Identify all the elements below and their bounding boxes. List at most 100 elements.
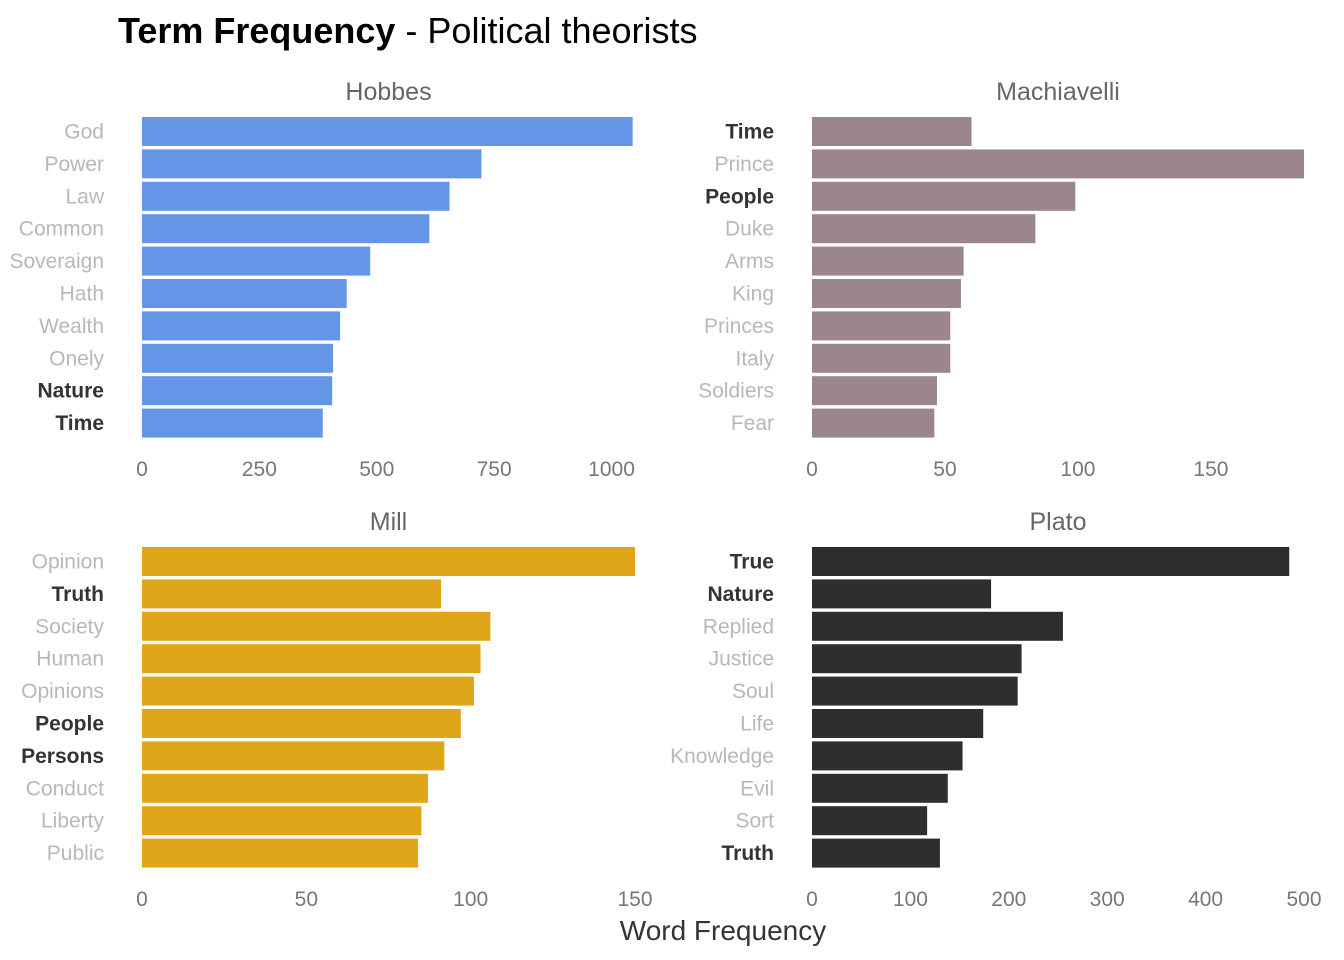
bar-opinion — [142, 547, 635, 576]
category-label-truth: Truth — [722, 842, 775, 865]
bar-life — [812, 709, 984, 738]
tick-label-200: 200 — [991, 888, 1026, 911]
tick-label-500: 500 — [359, 458, 394, 481]
bar-true — [812, 547, 1290, 576]
category-label-italy: Italy — [735, 347, 774, 370]
tick-label-100: 100 — [1060, 458, 1095, 481]
category-label-time: Time — [55, 412, 104, 435]
panel-mill: Mill Opinion Truth Society Human Opinions Peop… — [21, 508, 652, 911]
category-label-liberty: Liberty — [41, 810, 105, 833]
bar-evil — [812, 773, 948, 803]
panel-title: Hobbes — [345, 78, 431, 106]
chart-title-bold: Term Frequency — [118, 10, 395, 51]
tick-label-500: 500 — [1286, 888, 1321, 911]
category-label-hath: Hath — [60, 283, 104, 306]
bar-time — [142, 408, 323, 438]
bar-arms — [812, 246, 964, 276]
bar-fear — [812, 408, 935, 438]
panels: Hobbes God Power Law Common Soveraign Hath Weal… — [9, 78, 1321, 911]
chart-title: Term Frequency - Political theorists — [118, 10, 698, 51]
category-label-princes: Princes — [704, 315, 774, 338]
bar-wealth — [142, 311, 341, 341]
bar-people — [142, 709, 461, 738]
panel-plato: Plato True Nature Replied Justice Soul Life Kno… — [670, 508, 1321, 911]
tick-label-100: 100 — [453, 888, 488, 911]
bar-truth — [812, 838, 940, 868]
category-label-persons: Persons — [21, 745, 104, 768]
category-label-justice: Justice — [709, 648, 774, 671]
bar-sort — [812, 806, 928, 836]
bar-truth — [142, 579, 442, 609]
category-label-onely: Onely — [49, 347, 104, 370]
panel-title: Mill — [370, 508, 408, 536]
bar-italy — [812, 343, 951, 373]
tick-label-1000: 1000 — [588, 458, 635, 481]
x-axis-label: Word Frequency — [620, 915, 826, 946]
category-label-nature: Nature — [707, 583, 774, 606]
chart-title-rest: - Political theorists — [395, 10, 697, 51]
bar-public — [142, 838, 419, 868]
category-label-sort: Sort — [735, 810, 774, 833]
category-label-people: People — [705, 185, 774, 208]
tick-label-150: 150 — [1193, 458, 1228, 481]
tick-label-0: 0 — [136, 888, 148, 911]
category-label-replied: Replied — [703, 615, 774, 638]
category-label-arms: Arms — [725, 250, 774, 273]
category-label-soveraign: Soveraign — [9, 250, 104, 273]
tick-label-400: 400 — [1188, 888, 1223, 911]
category-label-wealth: Wealth — [39, 315, 104, 338]
category-label-prince: Prince — [714, 153, 774, 176]
category-label-life: Life — [740, 713, 774, 736]
panel-machiavelli: Machiavelli Time Prince People Duke Arms King P… — [698, 78, 1304, 481]
bar-soul — [812, 676, 1018, 706]
category-label-duke: Duke — [725, 218, 774, 241]
bar-replied — [812, 611, 1063, 641]
category-label-people: People — [35, 713, 104, 736]
category-label-knowledge: Knowledge — [670, 745, 774, 768]
category-label-king: King — [732, 283, 774, 306]
category-label-human: Human — [36, 648, 104, 671]
tick-label-300: 300 — [1090, 888, 1125, 911]
bar-soldiers — [812, 376, 937, 406]
category-label-true: True — [730, 551, 774, 574]
bar-hath — [142, 279, 347, 308]
bar-power — [142, 149, 482, 179]
category-label-conduct: Conduct — [26, 777, 104, 800]
bar-god — [142, 117, 633, 146]
bar-princes — [812, 311, 951, 341]
bar-opinions — [142, 676, 474, 706]
category-label-nature: Nature — [37, 380, 104, 403]
panel-hobbes: Hobbes God Power Law Common Soveraign Hath Weal… — [9, 78, 634, 481]
bar-liberty — [142, 806, 422, 836]
bar-common — [142, 214, 430, 244]
panel-title: Plato — [1030, 508, 1087, 536]
bar-law — [142, 181, 450, 211]
tick-label-0: 0 — [806, 888, 818, 911]
category-label-opinion: Opinion — [32, 551, 104, 574]
tick-label-100: 100 — [893, 888, 928, 911]
bar-king — [812, 279, 961, 308]
category-label-society: Society — [35, 615, 104, 638]
panel-title: Machiavelli — [996, 78, 1120, 106]
bar-human — [142, 644, 481, 674]
bar-nature — [142, 376, 333, 406]
category-label-soldiers: Soldiers — [698, 380, 774, 403]
tick-label-50: 50 — [933, 458, 956, 481]
category-label-soul: Soul — [732, 680, 774, 703]
bar-duke — [812, 214, 1036, 244]
category-label-god: God — [64, 121, 104, 144]
category-label-common: Common — [19, 218, 104, 241]
tick-label-150: 150 — [617, 888, 652, 911]
category-label-truth: Truth — [52, 583, 105, 606]
category-label-opinions: Opinions — [21, 680, 104, 703]
category-label-time: Time — [725, 121, 774, 144]
tick-label-750: 750 — [477, 458, 512, 481]
tick-label-50: 50 — [295, 888, 318, 911]
bar-conduct — [142, 773, 428, 803]
bar-time — [812, 117, 972, 146]
category-label-public: Public — [47, 842, 104, 865]
bar-nature — [812, 579, 992, 609]
bar-onely — [142, 343, 334, 373]
category-label-law: Law — [65, 185, 104, 208]
